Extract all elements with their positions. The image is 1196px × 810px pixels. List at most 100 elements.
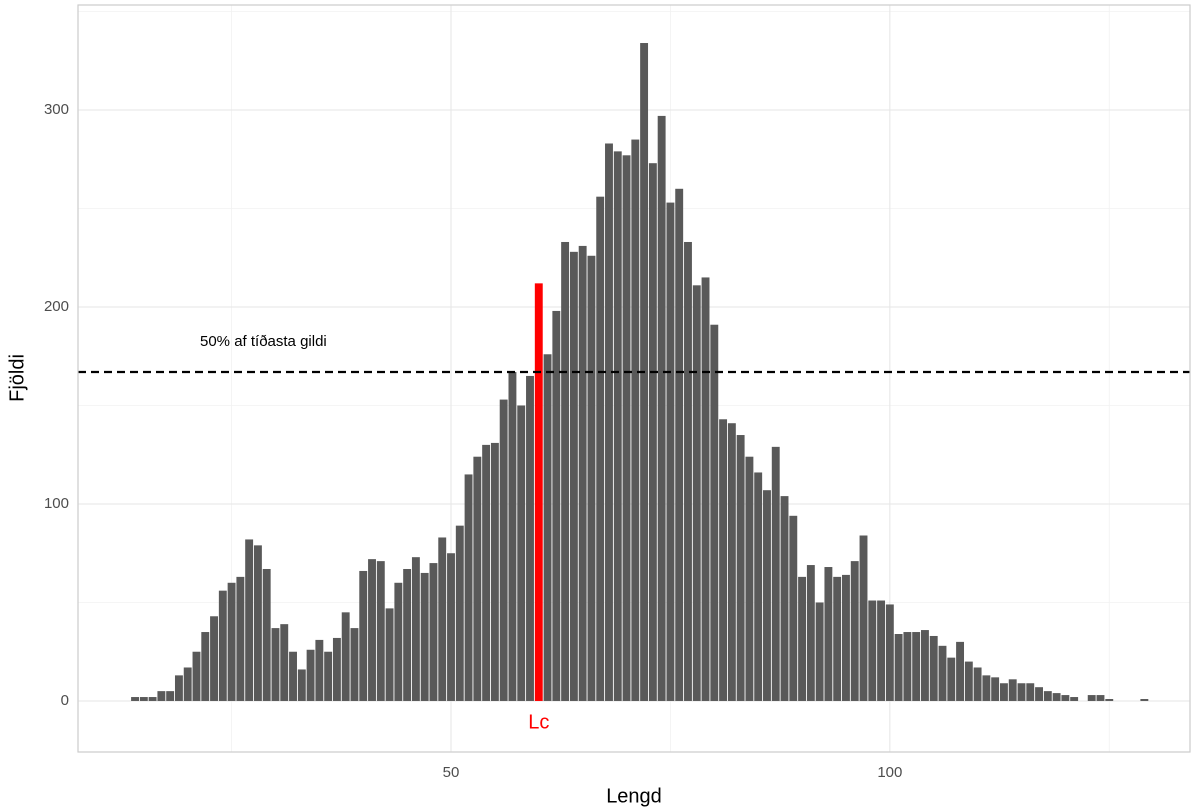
bar [850,561,859,701]
bar [166,691,175,701]
bar [868,600,877,701]
panel-border [77,4,1191,753]
bar [289,651,297,701]
bar [543,354,552,701]
bar [376,561,385,701]
bar [1140,699,1149,701]
bar [526,375,534,701]
bar [271,628,280,701]
bar [710,324,719,701]
annotation: Lc [528,711,549,733]
bar [842,574,850,701]
y-tick-label: 0 [61,692,69,709]
bar [411,557,420,701]
bar [806,565,815,701]
bar [622,155,631,701]
bar [605,143,613,701]
bar [745,456,754,701]
bar [517,405,526,701]
y-tick-label: 200 [44,298,69,315]
bar [982,675,991,701]
bar [403,568,412,701]
x-tick-label: 50 [443,764,460,781]
bar [894,634,903,701]
bar [1043,691,1052,701]
bar [1070,697,1079,701]
bar [210,616,218,701]
bar [201,632,210,701]
bar [368,559,376,701]
bar [956,641,965,701]
bar [385,608,394,701]
bar [648,163,657,701]
bar [920,630,929,701]
bar [297,669,306,701]
bar [578,245,587,701]
bar [192,651,201,701]
bar [815,602,824,701]
bar [139,697,148,701]
bar [341,612,350,701]
bar [394,582,403,701]
bar [157,691,166,701]
bar [473,456,482,701]
bar [596,196,605,701]
bar [438,537,447,701]
bar [148,697,157,701]
bar [991,677,1000,701]
bar [666,202,675,701]
bar [780,496,789,701]
bar [754,472,763,701]
bar [174,675,183,701]
bar [1017,683,1026,701]
bar [306,649,315,701]
bar [973,667,982,701]
bar [1035,687,1043,701]
bar [938,645,947,701]
bar [657,115,666,701]
bar [859,535,868,701]
bar [587,255,596,701]
bar [490,442,499,701]
bar [912,632,921,701]
bar [280,624,289,701]
bar [1026,683,1035,701]
bar [1008,679,1017,701]
bar [1052,693,1061,701]
x-tick-label: 100 [877,764,902,781]
bar [701,277,710,701]
y-tick-label: 300 [44,101,69,118]
bar [332,637,341,701]
bar [236,576,245,701]
bar [789,515,798,701]
bar [464,474,473,701]
bar [947,657,956,701]
bar [903,632,912,701]
bar [253,545,262,701]
bar [508,371,517,701]
bar [999,683,1008,701]
bar [1087,695,1096,701]
bar [771,446,780,701]
bar [613,151,622,701]
bar [763,490,771,701]
bar [350,628,359,701]
bar [1105,699,1114,701]
bar [684,241,692,701]
reference-label: 50% af tíðasta gildi [200,333,327,350]
y-axis-title: Fjöldi [6,354,28,402]
bar [324,651,333,701]
bar [183,667,192,701]
bar [692,285,701,701]
bar [833,576,842,701]
bar [455,525,464,701]
bar [798,576,807,701]
bar [885,604,894,701]
bar [534,283,543,701]
bar [824,567,833,701]
bar [727,423,736,701]
bar [482,444,491,701]
bar [552,310,561,701]
bar [245,539,254,701]
